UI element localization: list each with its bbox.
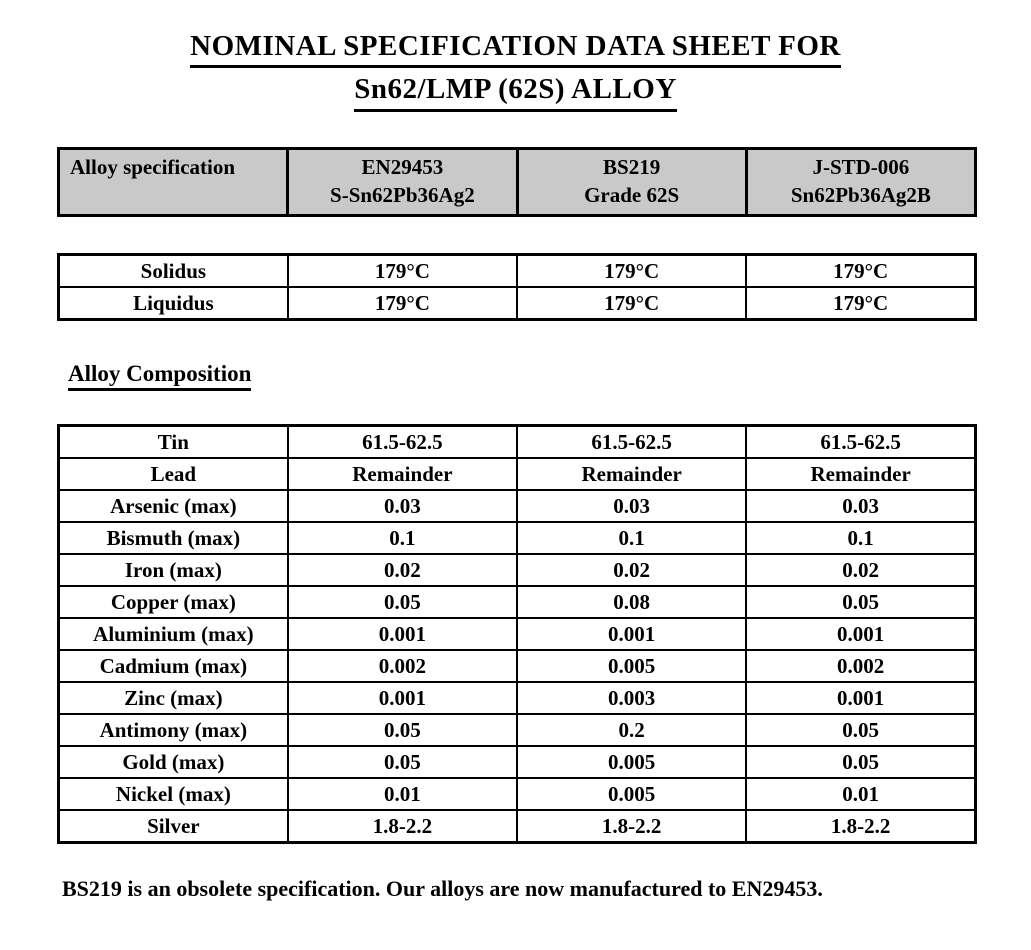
melting-value: 179°C [745,253,977,288]
liquidus-row: Liquidus 179°C 179°C 179°C [57,285,977,321]
composition-value: 0.001 [745,680,977,715]
melting-row-label: Solidus [57,253,289,288]
composition-value: 0.001 [745,616,977,651]
melting-value: 179°C [745,285,977,321]
solidus-row: Solidus 179°C 179°C 179°C [57,253,977,288]
melting-value: 179°C [515,253,748,288]
composition-value: 0.1 [745,520,977,555]
composition-value: 0.005 [515,648,748,683]
element-label: Bismuth (max) [57,520,289,555]
element-label: Nickel (max) [57,776,289,811]
composition-value: 0.05 [286,744,519,779]
element-label: Tin [57,424,289,459]
composition-value: 0.03 [515,488,748,523]
composition-row-zinc: Zinc (max) 0.001 0.003 0.001 [57,680,977,715]
composition-value: 0.001 [286,680,519,715]
alloy-spec-table: Alloy specification EN29453 S-Sn62Pb36Ag… [56,146,978,217]
composition-value: 0.2 [515,712,748,747]
element-label: Aluminium (max) [57,616,289,651]
melting-point-table: Solidus 179°C 179°C 179°C Liquidus 179°C… [57,252,977,321]
composition-value: 0.02 [515,552,748,587]
spec-name: EN29453 [361,154,444,179]
page-title-line-1: NOMINAL SPECIFICATION DATA SHEET FOR [190,30,841,69]
composition-value: 0.1 [286,520,519,555]
composition-value: 0.001 [286,616,519,651]
page-title: NOMINAL SPECIFICATION DATA SHEET FOR Sn6… [0,30,1031,117]
composition-row-nickel: Nickel (max) 0.01 0.005 0.01 [57,776,977,811]
composition-value: 0.005 [515,744,748,779]
composition-row-copper: Copper (max) 0.05 0.08 0.05 [57,584,977,619]
composition-value: 0.002 [286,648,519,683]
composition-value: 1.8-2.2 [745,808,977,844]
element-label: Gold (max) [57,744,289,779]
composition-value: 0.05 [745,712,977,747]
spec-name: J-STD-006 [812,154,910,179]
composition-value: 0.05 [745,744,977,779]
spec-designation: Grade 62S [584,182,680,207]
spec-column-bs219: BS219 Grade 62S [515,146,748,217]
composition-value: 61.5-62.5 [515,424,748,459]
element-label: Antimony (max) [57,712,289,747]
element-label: Iron (max) [57,552,289,587]
content-area: Alloy specification EN29453 S-Sn62Pb36Ag… [56,146,978,904]
composition-value: 61.5-62.5 [745,424,977,459]
composition-table: Tin 61.5-62.5 61.5-62.5 61.5-62.5 Lead R… [57,423,977,844]
composition-value: Remainder [286,456,519,491]
composition-value: 0.02 [745,552,977,587]
composition-value: 0.05 [745,584,977,619]
composition-value: 0.01 [286,776,519,811]
composition-row-arsenic: Arsenic (max) 0.03 0.03 0.03 [57,488,977,523]
element-label: Zinc (max) [57,680,289,715]
spec-designation: S-Sn62Pb36Ag2 [330,182,475,207]
composition-value: 1.8-2.2 [515,808,748,844]
composition-value: 0.03 [745,488,977,523]
composition-value: 0.1 [515,520,748,555]
spec-column-jstd006: J-STD-006 Sn62Pb36Ag2B [744,146,978,217]
spec-name: BS219 [603,154,661,179]
composition-value: Remainder [515,456,748,491]
composition-row-aluminium: Aluminium (max) 0.001 0.001 0.001 [57,616,977,651]
composition-value: 0.03 [286,488,519,523]
composition-value: 0.02 [286,552,519,587]
section-heading-alloy-composition: Alloy Composition [68,361,252,391]
composition-value: 1.8-2.2 [286,808,519,844]
composition-row-tin: Tin 61.5-62.5 61.5-62.5 61.5-62.5 [57,424,977,459]
composition-row-bismuth: Bismuth (max) 0.1 0.1 0.1 [57,520,977,555]
composition-value: 0.005 [515,776,748,811]
element-label: Silver [57,808,289,844]
composition-value: 0.08 [515,584,748,619]
composition-value: Remainder [745,456,977,491]
spec-column-en29453: EN29453 S-Sn62Pb36Ag2 [286,146,519,217]
alloy-spec-row-label: Alloy specification [56,146,290,217]
melting-value: 179°C [286,285,519,321]
obsolete-specification-note: BS219 is an obsolete specification. Our … [62,875,823,901]
composition-row-lead: Lead Remainder Remainder Remainder [57,456,977,491]
composition-value: 0.05 [286,712,519,747]
composition-value: 0.003 [515,680,748,715]
composition-row-antimony: Antimony (max) 0.05 0.2 0.05 [57,712,977,747]
melting-row-label: Liquidus [57,285,289,321]
composition-value: 61.5-62.5 [286,424,519,459]
element-label: Copper (max) [57,584,289,619]
composition-row-cadmium: Cadmium (max) 0.002 0.005 0.002 [57,648,977,683]
alloy-spec-header-row: Alloy specification EN29453 S-Sn62Pb36Ag… [56,146,978,217]
composition-row-gold: Gold (max) 0.05 0.005 0.05 [57,744,977,779]
melting-value: 179°C [515,285,748,321]
page-title-line-2: Sn62/LMP (62S) ALLOY [354,73,677,112]
composition-row-iron: Iron (max) 0.02 0.02 0.02 [57,552,977,587]
composition-value: 0.05 [286,584,519,619]
element-label: Cadmium (max) [57,648,289,683]
element-label: Lead [57,456,289,491]
element-label: Arsenic (max) [57,488,289,523]
composition-row-silver: Silver 1.8-2.2 1.8-2.2 1.8-2.2 [57,808,977,844]
melting-value: 179°C [286,253,519,288]
spec-designation: Sn62Pb36Ag2B [790,182,931,207]
composition-value: 0.001 [515,616,748,651]
composition-value: 0.01 [745,776,977,811]
composition-value: 0.002 [745,648,977,683]
